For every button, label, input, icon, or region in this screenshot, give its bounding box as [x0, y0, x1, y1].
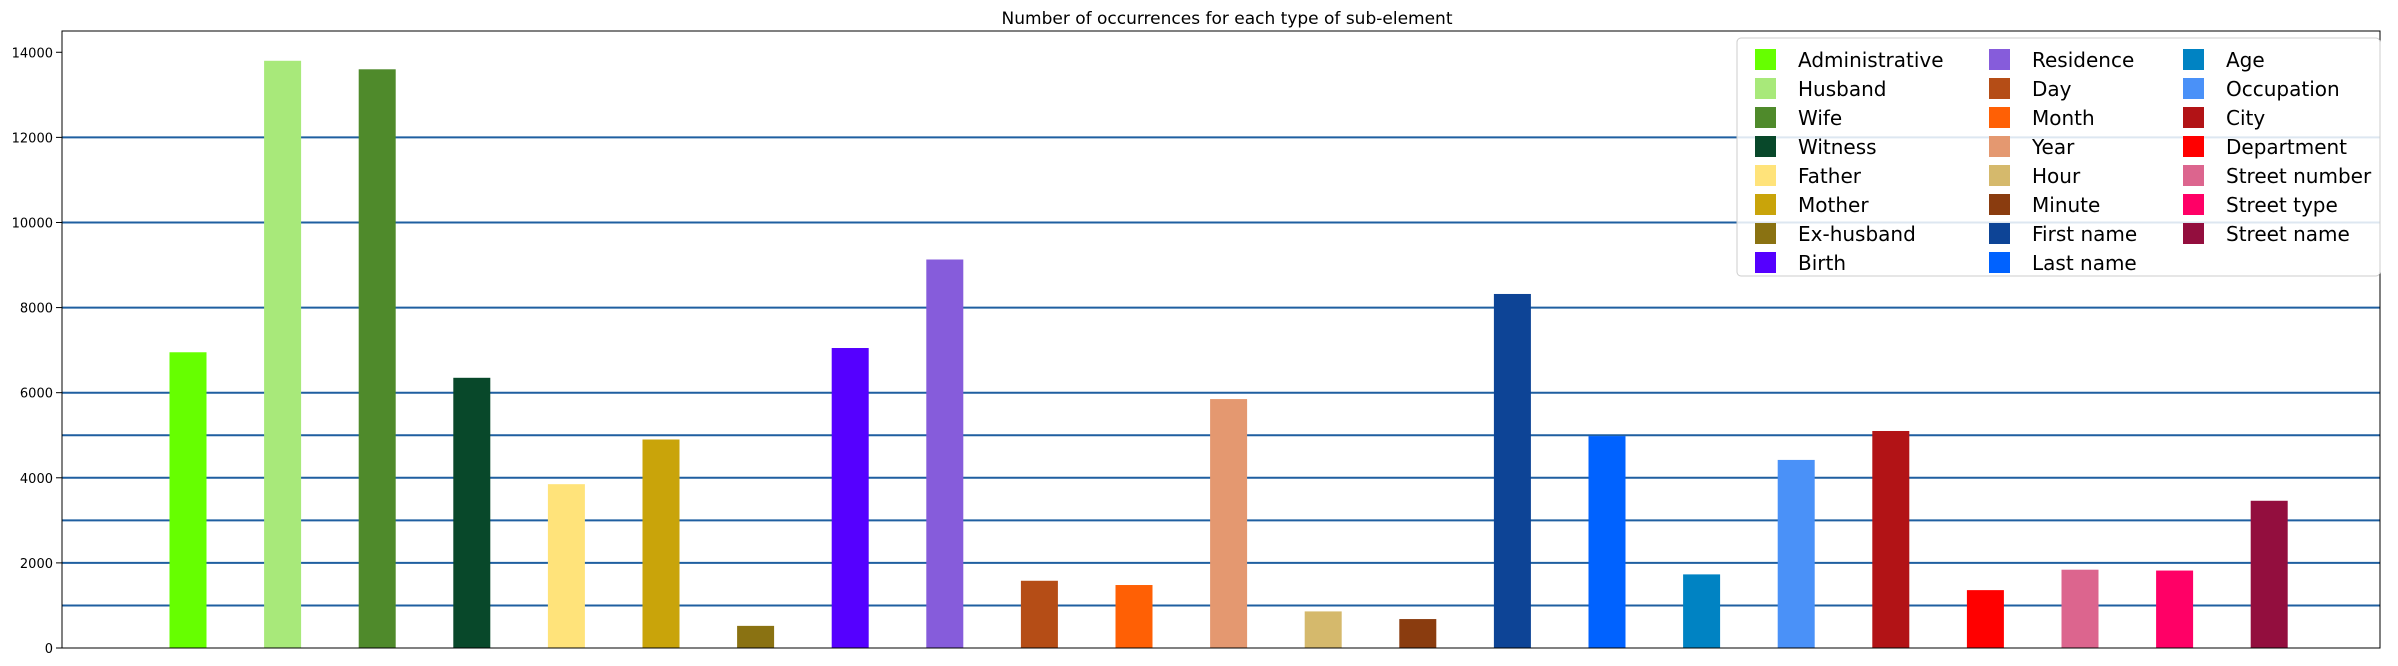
bar-administrative [169, 352, 207, 648]
legend-label: Department [2226, 135, 2347, 159]
legend-swatch [1989, 223, 2010, 244]
legend-label: Father [1798, 164, 1862, 188]
y-tick-label: 8000 [20, 302, 53, 317]
legend-swatch [1755, 194, 1776, 215]
legend-swatch [1989, 107, 2010, 128]
plot-frame [61, 30, 2381, 649]
bar-ex-husband [737, 625, 775, 648]
legend-label: Day [2032, 77, 2072, 101]
y-tick-label: 12000 [12, 131, 53, 146]
legend-swatch [2183, 49, 2204, 70]
legend-label: Hour [2032, 164, 2081, 188]
bar-street-name [2250, 500, 2288, 648]
legend-label: Occupation [2226, 77, 2340, 101]
bar-department [1966, 590, 2004, 648]
bar-month [1115, 585, 1153, 648]
chart-title: Number of occurrences for each type of s… [1002, 9, 1453, 29]
legend-swatch [2183, 165, 2204, 186]
legend-label: Administrative [1798, 48, 1944, 72]
legend-swatch [1755, 78, 1776, 99]
y-tick-label: 10000 [12, 216, 53, 231]
bar-husband [264, 60, 302, 649]
legend-box [1736, 37, 2381, 277]
bar-last-name [1588, 436, 1626, 648]
legend-label: Ex-husband [1798, 222, 1916, 246]
legend-label: Birth [1798, 251, 1846, 275]
legend-swatch [2183, 194, 2204, 215]
bar-minute [1399, 619, 1437, 648]
legend-swatch [1755, 252, 1776, 273]
legend-swatch [2183, 136, 2204, 157]
legend-label: Minute [2032, 193, 2100, 217]
bar-hour [1304, 611, 1342, 648]
bar-age [1683, 574, 1721, 648]
legend-label: First name [2032, 222, 2137, 246]
legend-label: Witness [1798, 135, 1877, 159]
bar-birth [831, 348, 869, 648]
bar-year [1210, 399, 1248, 648]
legend-label: Street number [2226, 164, 2372, 188]
bar-city [1872, 430, 1910, 648]
legend-label: Month [2032, 106, 2095, 130]
legend-swatch [2183, 223, 2204, 244]
legend-swatch [1989, 252, 2010, 273]
legend-swatch [1755, 223, 1776, 244]
legend-swatch [1755, 107, 1776, 128]
bars [169, 60, 2288, 649]
y-tick-label: 14000 [12, 46, 53, 61]
legend-swatch [1989, 136, 2010, 157]
bar-street-type [2156, 570, 2194, 648]
legend-label: Mother [1798, 193, 1869, 217]
legend-swatch [1755, 49, 1776, 70]
bar-wife [358, 69, 396, 648]
legend-swatch [2183, 107, 2204, 128]
legend-label: Husband [1798, 77, 1886, 101]
legend-swatch [2183, 78, 2204, 99]
legend-swatch [1755, 136, 1776, 157]
legend-label: Wife [1798, 106, 1842, 130]
legend-label: Age [2226, 48, 2265, 72]
bar-street-number [2061, 569, 2099, 648]
legend-swatch [1989, 165, 2010, 186]
legend-label: Street name [2226, 222, 2350, 246]
legend-swatch [1989, 78, 2010, 99]
legend-swatch [1989, 194, 2010, 215]
legend-label: Last name [2032, 251, 2137, 275]
bar-residence [926, 259, 964, 648]
legend-label: Street type [2226, 193, 2338, 217]
bar-mother [642, 439, 680, 648]
legend: Administrative Husband Wife Witness Father Mo… [1736, 37, 2381, 277]
legend-label: Residence [2032, 48, 2134, 72]
y-tick-label: 6000 [20, 387, 53, 402]
legend-swatch [1755, 165, 1776, 186]
legend-label: Year [2031, 135, 2075, 159]
y-tick-label: 0 [45, 642, 53, 657]
legend-label: City [2226, 106, 2265, 130]
y-tick-label: 4000 [20, 472, 53, 487]
bar-day [1020, 580, 1058, 648]
y-axis: 0 2000 4000 6000 8000 10000 12000 14000 [12, 46, 62, 657]
bar-witness [453, 377, 491, 648]
bar-occupation [1777, 459, 1815, 648]
bar-first-name [1493, 293, 1531, 648]
bar-father [547, 484, 585, 648]
y-tick-label: 2000 [20, 557, 53, 572]
legend-swatch [1989, 49, 2010, 70]
